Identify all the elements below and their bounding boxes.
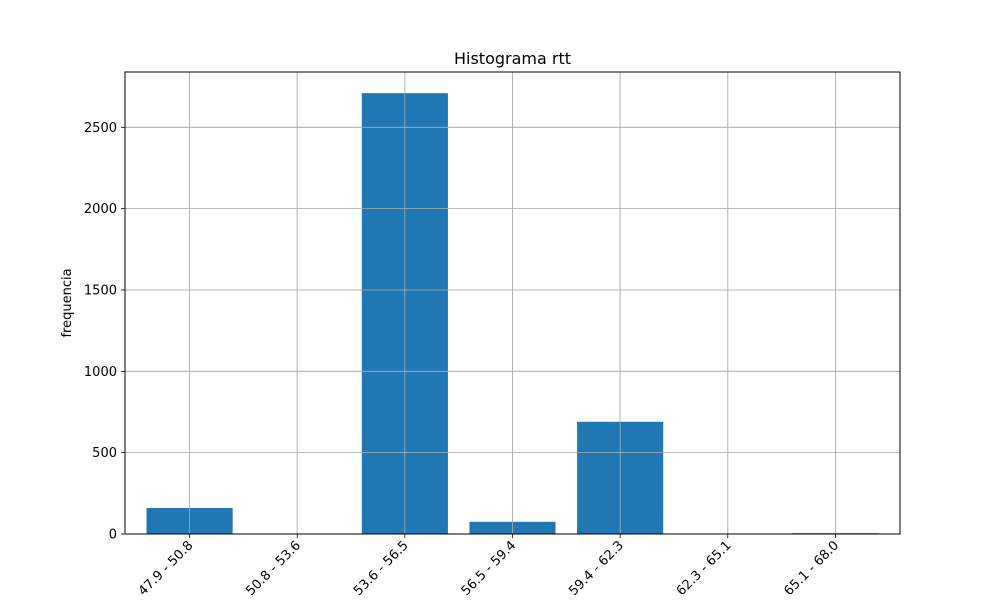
y-tick-label: 1000 <box>84 365 117 380</box>
y-tick-label: 0 <box>109 528 117 543</box>
chart-title: Histograma rtt <box>454 49 571 68</box>
y-tick-label: 500 <box>92 446 117 461</box>
bar-layer <box>125 72 900 535</box>
x-tick-label: 50.8 - 53.6 <box>243 538 304 599</box>
x-tick-label: 53.6 - 56.5 <box>351 538 412 599</box>
x-tick-label: 62.3 - 65.1 <box>674 538 735 599</box>
x-tick-label: 65.1 - 68.0 <box>782 538 843 599</box>
y-tick-label: 1500 <box>84 283 117 298</box>
x-tick-label: 59.4 - 62.3 <box>566 538 627 599</box>
y-axis-label: frequencia <box>60 268 75 337</box>
y-tick-label: 2000 <box>84 202 117 217</box>
x-tick-label: 56.5 - 59.4 <box>459 538 520 599</box>
x-tick-label: 47.9 - 50.8 <box>136 538 197 599</box>
y-tick-label: 2500 <box>84 121 117 136</box>
